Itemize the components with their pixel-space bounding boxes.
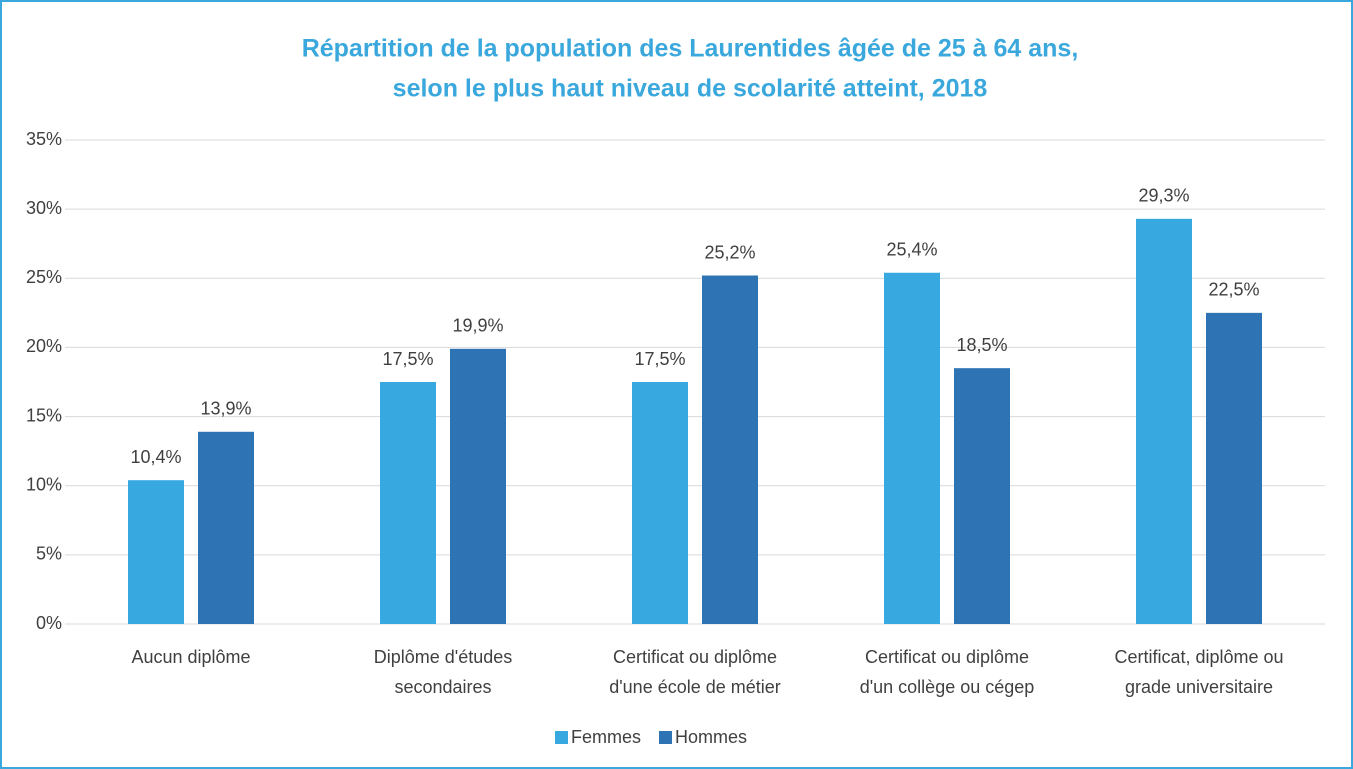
y-tick-label: 30% [26, 198, 62, 218]
y-tick-label: 5% [36, 544, 62, 564]
x-tick-label: Certificat ou diplôme [613, 647, 777, 667]
x-tick-label: Diplôme d'études [374, 647, 513, 667]
x-tick-label: Certificat, diplôme ou [1114, 647, 1283, 667]
data-label: 17,5% [382, 349, 433, 369]
y-tick-label: 0% [36, 613, 62, 633]
data-label: 18,5% [956, 335, 1007, 355]
data-label: 13,9% [200, 399, 251, 419]
bar [632, 382, 688, 624]
data-label: 10,4% [130, 447, 181, 467]
bar [954, 368, 1010, 624]
x-tick-label: d'une école de métier [609, 677, 781, 697]
bar [450, 348, 506, 624]
bar [702, 275, 758, 624]
x-tick-label: Aucun diplôme [131, 647, 250, 667]
x-tick-label: d'un collège ou cégep [860, 677, 1035, 697]
bar [198, 431, 254, 624]
data-label: 22,5% [1208, 280, 1259, 300]
legend-label: Femmes [571, 727, 641, 747]
y-tick-label: 25% [26, 267, 62, 287]
data-label: 25,2% [704, 242, 755, 262]
y-tick-label: 20% [26, 336, 62, 356]
data-label: 19,9% [452, 316, 503, 336]
legend-label: Hommes [675, 727, 747, 747]
data-label: 29,3% [1138, 186, 1189, 206]
legend-swatch [659, 731, 673, 744]
x-tick-label: Certificat ou diplôme [865, 647, 1029, 667]
x-tick-label: grade universitaire [1125, 677, 1273, 697]
bar [380, 382, 436, 624]
legend-swatch [555, 731, 568, 744]
bar [1206, 312, 1262, 624]
x-tick-label: secondaires [394, 677, 491, 697]
y-tick-label: 10% [26, 474, 62, 494]
data-label: 17,5% [634, 349, 685, 369]
bar [128, 480, 184, 624]
chart-title: Répartition de la population des Laurent… [302, 35, 1079, 63]
bar [884, 272, 940, 624]
data-label: 25,4% [886, 240, 937, 260]
bar [1136, 218, 1192, 624]
chart-title: selon le plus haut niveau de scolarité a… [393, 75, 988, 103]
y-tick-label: 35% [26, 129, 62, 149]
y-tick-label: 15% [26, 405, 62, 425]
